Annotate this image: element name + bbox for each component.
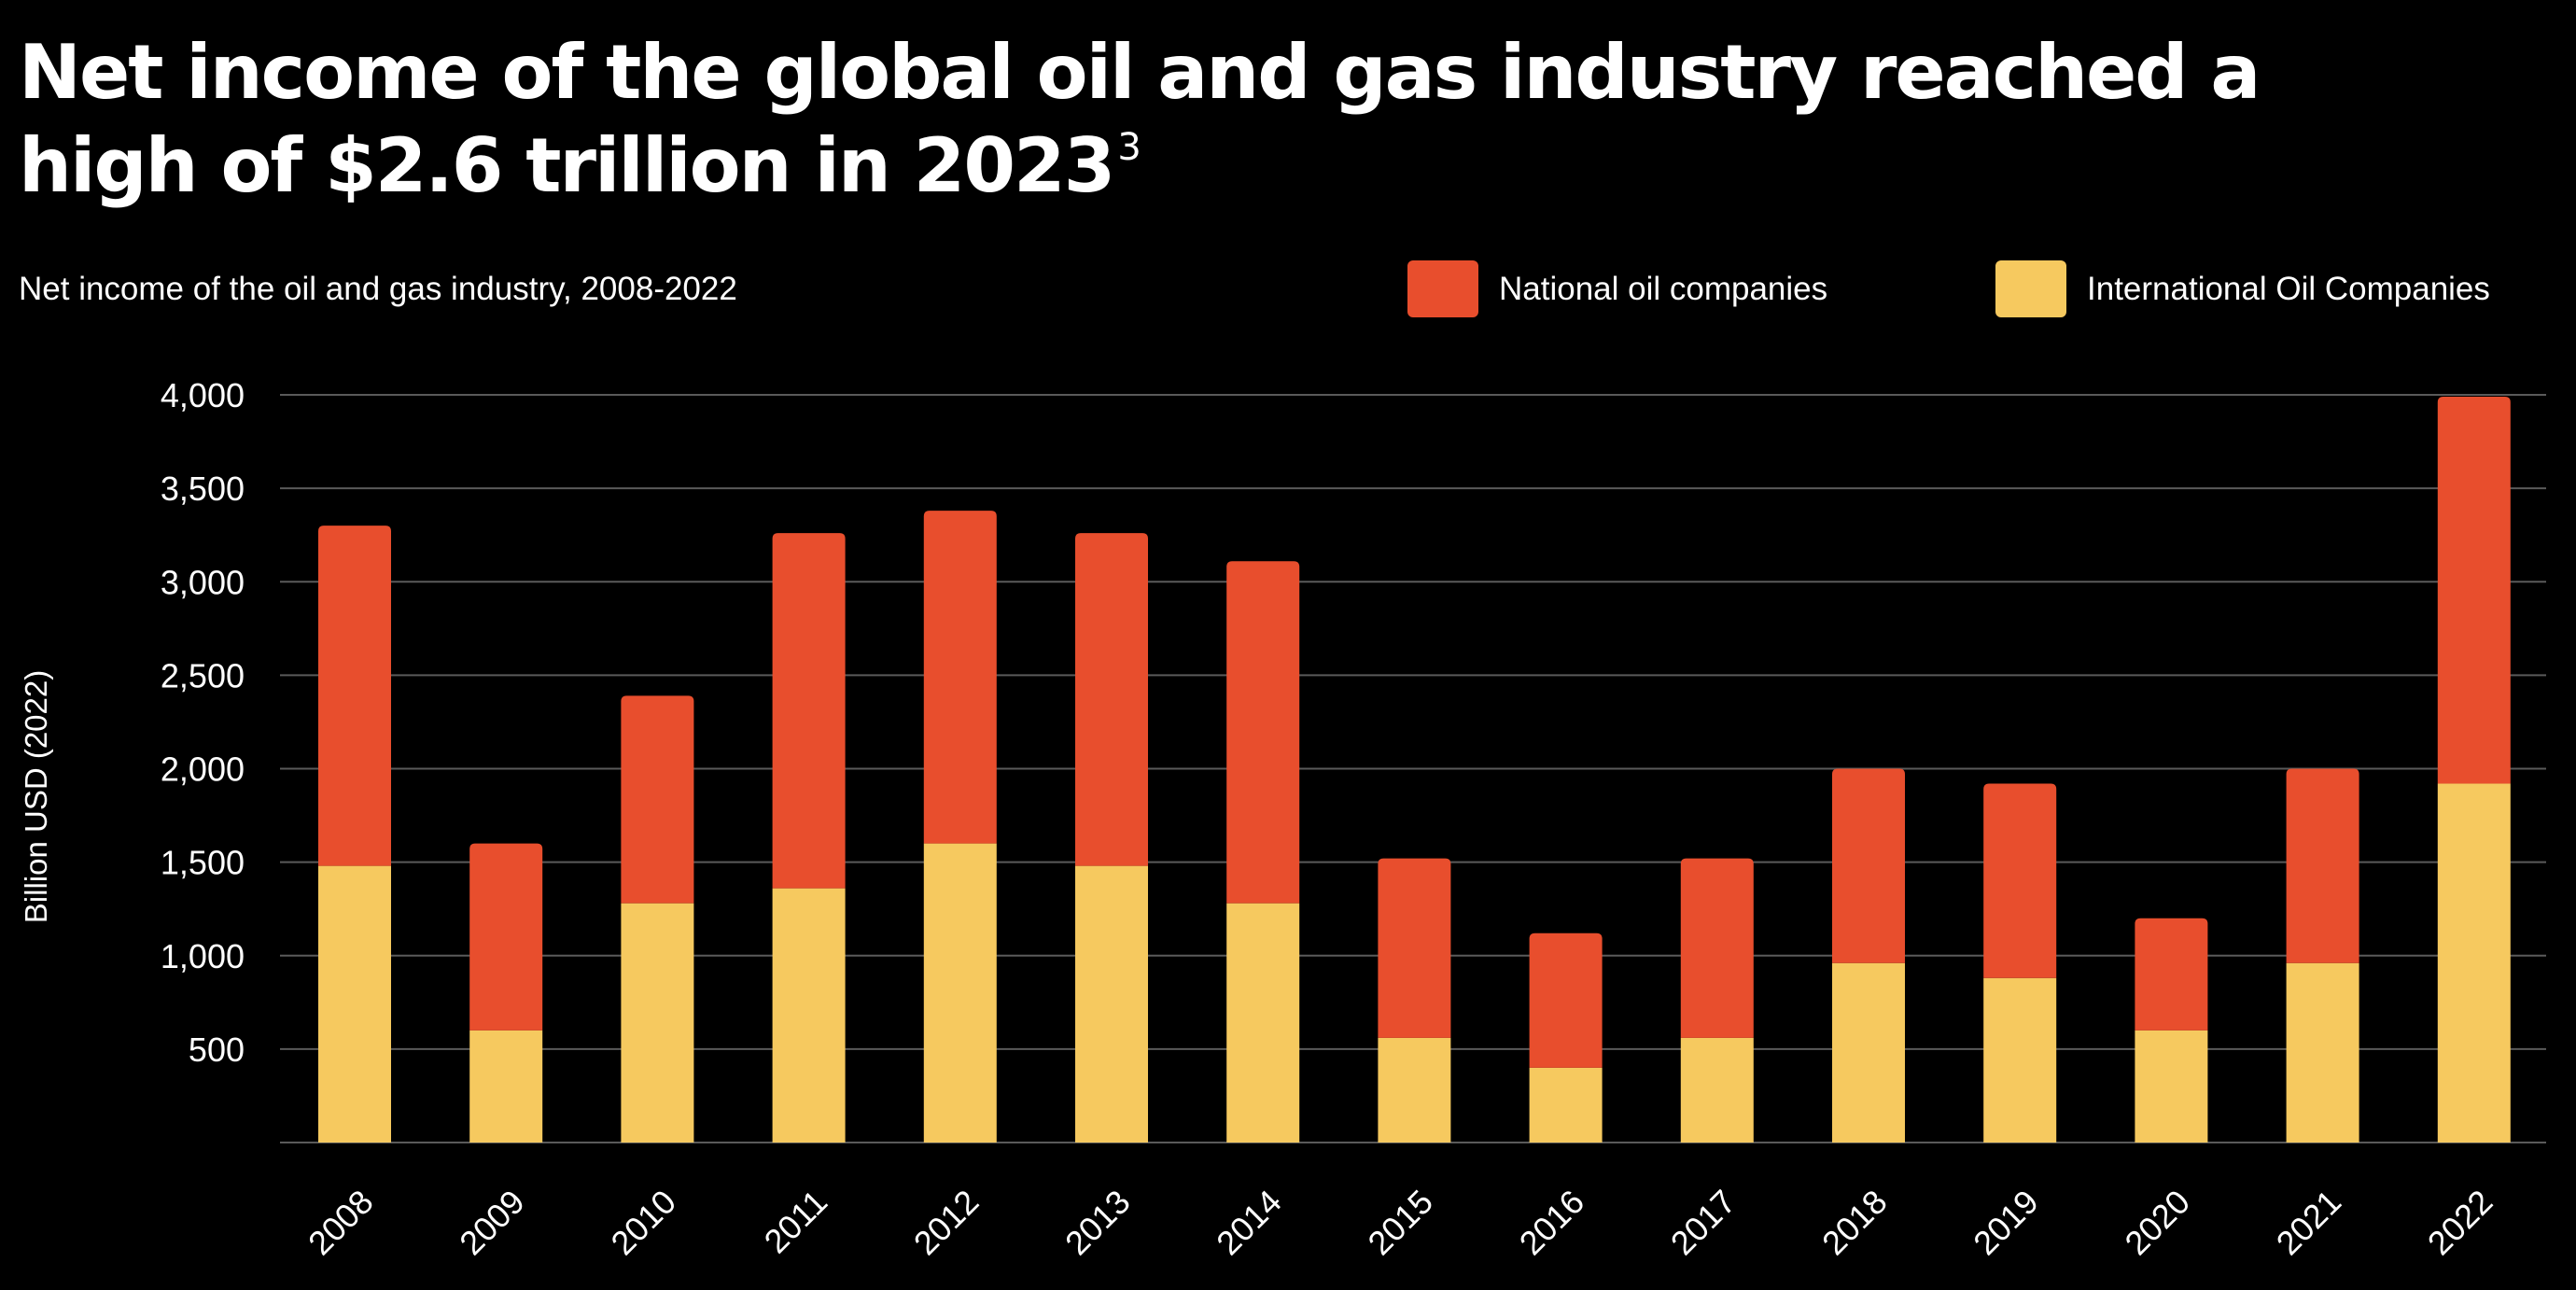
- legend-swatch-national: [1407, 260, 1478, 317]
- bar-international-2022: [2437, 783, 2511, 1143]
- bar-national-2018: [1832, 768, 1905, 963]
- legend-item-international: International Oil Companies: [1995, 260, 2490, 317]
- bar-national-2011: [772, 533, 846, 889]
- legend-label-international: International Oil Companies: [2087, 270, 2490, 307]
- legend-label-national: National oil companies: [1499, 270, 1828, 307]
- bar-international-2013: [1075, 865, 1148, 1143]
- y-tick-label: 2,500: [161, 656, 245, 694]
- bar-national-2020: [2135, 918, 2208, 1031]
- bar-international-2010: [621, 903, 694, 1143]
- x-tick-label: 2015: [1360, 1183, 1440, 1263]
- legend-swatch-international: [1995, 260, 2066, 317]
- y-tick-label: 1,000: [161, 937, 245, 975]
- bar-national-2016: [1529, 932, 1603, 1068]
- chart-title-text: Net income of the global oil and gas ind…: [19, 29, 2261, 209]
- bar-international-2014: [1226, 903, 1300, 1143]
- x-tick-label: 2018: [1814, 1183, 1895, 1263]
- chart-subtitle: Net income of the oil and gas industry, …: [19, 271, 737, 307]
- x-tick-label: 2008: [301, 1183, 381, 1263]
- bar-international-2008: [318, 865, 391, 1143]
- y-tick-label: 1,500: [161, 844, 245, 882]
- bar-national-2009: [469, 843, 543, 1031]
- bar-national-2013: [1075, 533, 1148, 866]
- bar-national-2019: [1983, 783, 2057, 978]
- y-tick-label: 3,500: [161, 470, 245, 508]
- bar-international-2021: [2286, 962, 2359, 1143]
- bar-national-2022: [2437, 397, 2511, 784]
- x-tick-label: 2021: [2269, 1183, 2349, 1263]
- bar-international-2015: [1378, 1037, 1451, 1143]
- x-tick-label: 2013: [1057, 1183, 1138, 1263]
- bar-national-2015: [1378, 858, 1451, 1038]
- bar-national-2012: [923, 511, 997, 844]
- bar-national-2008: [318, 526, 391, 866]
- y-tick-label: 3,000: [161, 563, 245, 601]
- bar-national-2010: [621, 695, 694, 904]
- x-tick-label: 2010: [603, 1183, 683, 1263]
- y-tick-label: 500: [189, 1031, 245, 1069]
- x-tick-label: 2012: [906, 1183, 987, 1263]
- x-tick-label: 2020: [2117, 1183, 2197, 1263]
- bar-international-2009: [469, 1030, 543, 1143]
- x-tick-label: 2009: [452, 1183, 532, 1263]
- x-tick-label: 2016: [1512, 1183, 1592, 1263]
- bar-national-2017: [1680, 858, 1754, 1038]
- bar-national-2021: [2286, 768, 2359, 963]
- x-tick-label: 2014: [1209, 1183, 1289, 1263]
- bar-international-2020: [2135, 1030, 2208, 1143]
- bar-international-2012: [923, 843, 997, 1143]
- bar-international-2016: [1529, 1067, 1603, 1143]
- x-tick-label: 2019: [1966, 1183, 2046, 1263]
- bar-international-2018: [1832, 962, 1905, 1143]
- chart-title: Net income of the global oil and gas ind…: [19, 26, 2352, 213]
- bar-international-2017: [1680, 1037, 1754, 1143]
- x-tick-label: 2022: [2420, 1183, 2500, 1263]
- bar-international-2011: [772, 888, 846, 1143]
- x-tick-label: 2017: [1663, 1183, 1743, 1263]
- y-tick-label: 2,000: [161, 750, 245, 789]
- bar-international-2019: [1983, 977, 2057, 1143]
- x-tick-label: 2011: [757, 1183, 835, 1261]
- y-tick-label: 4,000: [161, 376, 245, 414]
- title-footnote: 3: [1117, 126, 1141, 169]
- legend-item-national: National oil companies: [1407, 260, 1827, 317]
- y-axis-title: Billion USD (2022): [19, 670, 53, 923]
- bar-national-2014: [1226, 561, 1300, 904]
